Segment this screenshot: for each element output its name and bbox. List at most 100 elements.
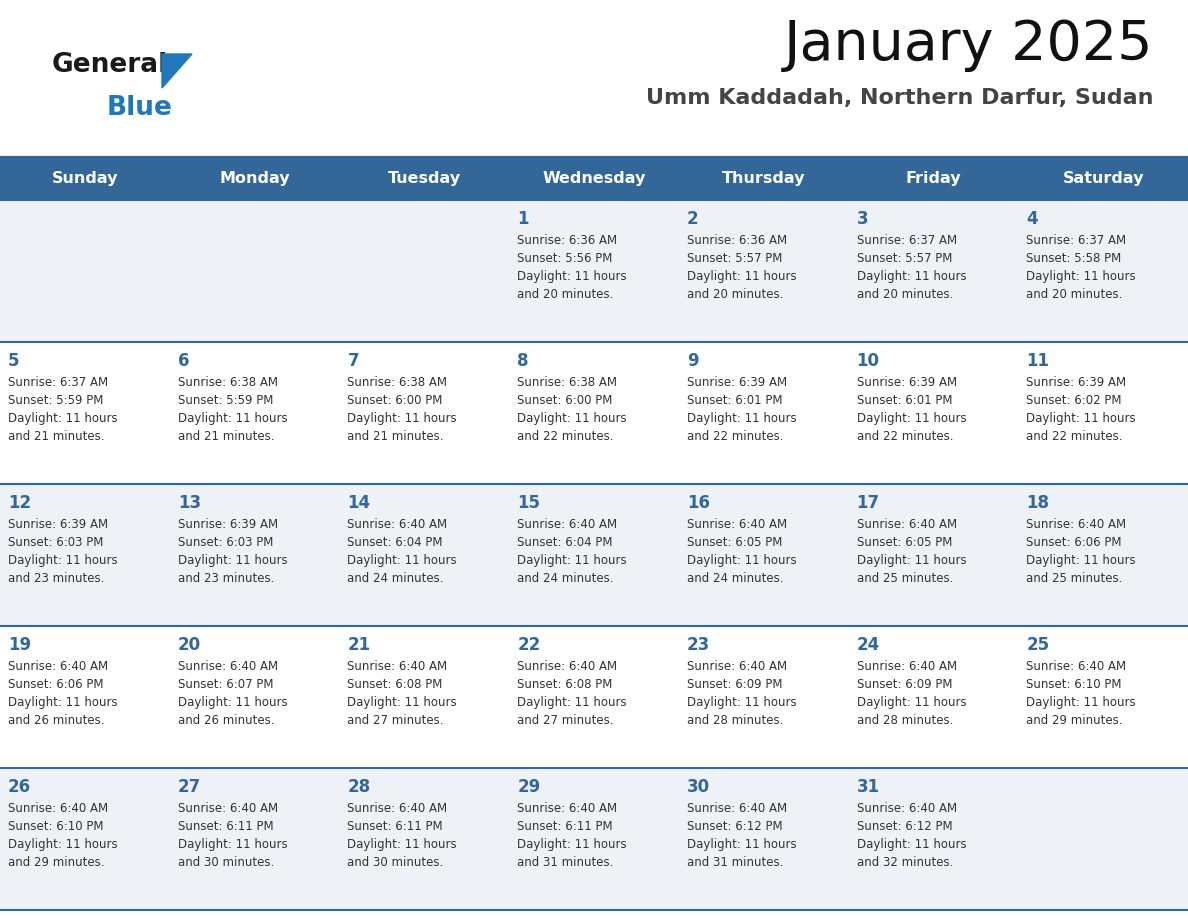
Text: and 21 minutes.: and 21 minutes. (347, 430, 444, 443)
Text: 7: 7 (347, 352, 359, 370)
Text: Daylight: 11 hours: Daylight: 11 hours (857, 554, 966, 567)
Text: Daylight: 11 hours: Daylight: 11 hours (178, 838, 287, 851)
Text: January 2025: January 2025 (784, 18, 1154, 72)
Text: Sunset: 6:11 PM: Sunset: 6:11 PM (517, 820, 613, 833)
Text: General: General (52, 52, 169, 78)
Bar (0, 342, 170, 484)
Bar (848, 342, 1018, 484)
Text: 15: 15 (517, 494, 541, 512)
Text: Sunset: 6:08 PM: Sunset: 6:08 PM (347, 678, 443, 691)
Text: Blue: Blue (107, 95, 173, 121)
Bar (170, 342, 340, 484)
Text: 3: 3 (857, 210, 868, 228)
Text: Sunrise: 6:39 AM: Sunrise: 6:39 AM (8, 518, 108, 531)
Text: Daylight: 11 hours: Daylight: 11 hours (517, 270, 627, 283)
Text: 16: 16 (687, 494, 710, 512)
Text: Daylight: 11 hours: Daylight: 11 hours (517, 412, 627, 425)
Text: 1: 1 (517, 210, 529, 228)
Text: and 22 minutes.: and 22 minutes. (517, 430, 614, 443)
Text: Daylight: 11 hours: Daylight: 11 hours (687, 412, 796, 425)
Text: Daylight: 11 hours: Daylight: 11 hours (8, 412, 118, 425)
Bar (678, 484, 848, 626)
Text: Sunset: 6:00 PM: Sunset: 6:00 PM (517, 394, 613, 407)
Polygon shape (162, 54, 192, 88)
Bar (340, 626, 510, 768)
Bar (1018, 484, 1188, 626)
Text: Sunrise: 6:38 AM: Sunrise: 6:38 AM (517, 376, 617, 389)
Bar (848, 768, 1018, 910)
Text: and 20 minutes.: and 20 minutes. (687, 288, 783, 301)
Text: Monday: Monday (220, 172, 290, 186)
Text: Daylight: 11 hours: Daylight: 11 hours (1026, 554, 1136, 567)
Bar (510, 484, 678, 626)
Text: Sunset: 6:00 PM: Sunset: 6:00 PM (347, 394, 443, 407)
Text: Sunset: 5:59 PM: Sunset: 5:59 PM (178, 394, 273, 407)
Bar (848, 484, 1018, 626)
Text: 13: 13 (178, 494, 201, 512)
Text: Sunrise: 6:40 AM: Sunrise: 6:40 AM (178, 802, 278, 815)
Text: and 21 minutes.: and 21 minutes. (178, 430, 274, 443)
Text: Sunrise: 6:37 AM: Sunrise: 6:37 AM (857, 234, 956, 247)
Text: Sunset: 5:57 PM: Sunset: 5:57 PM (857, 252, 952, 265)
Text: and 25 minutes.: and 25 minutes. (857, 572, 953, 585)
Bar (0, 484, 170, 626)
Text: and 32 minutes.: and 32 minutes. (857, 856, 953, 869)
Bar (340, 158, 510, 200)
Text: Daylight: 11 hours: Daylight: 11 hours (857, 270, 966, 283)
Text: Sunrise: 6:40 AM: Sunrise: 6:40 AM (8, 802, 108, 815)
Text: Sunrise: 6:38 AM: Sunrise: 6:38 AM (178, 376, 278, 389)
Text: Sunrise: 6:39 AM: Sunrise: 6:39 AM (687, 376, 786, 389)
Text: and 23 minutes.: and 23 minutes. (178, 572, 274, 585)
Text: Sunrise: 6:40 AM: Sunrise: 6:40 AM (687, 660, 786, 673)
Bar (170, 768, 340, 910)
Text: 2: 2 (687, 210, 699, 228)
Text: Sunset: 6:02 PM: Sunset: 6:02 PM (1026, 394, 1121, 407)
Text: Sunrise: 6:36 AM: Sunrise: 6:36 AM (517, 234, 618, 247)
Text: 31: 31 (857, 778, 879, 796)
Text: Sunset: 5:58 PM: Sunset: 5:58 PM (1026, 252, 1121, 265)
Text: and 28 minutes.: and 28 minutes. (857, 714, 953, 727)
Bar (1018, 200, 1188, 342)
Text: Sunrise: 6:40 AM: Sunrise: 6:40 AM (857, 802, 956, 815)
Text: Daylight: 11 hours: Daylight: 11 hours (687, 270, 796, 283)
Bar (170, 158, 340, 200)
Text: Daylight: 11 hours: Daylight: 11 hours (8, 554, 118, 567)
Text: and 22 minutes.: and 22 minutes. (687, 430, 783, 443)
Text: and 31 minutes.: and 31 minutes. (517, 856, 613, 869)
Bar (0, 200, 170, 342)
Text: Sunset: 5:57 PM: Sunset: 5:57 PM (687, 252, 782, 265)
Bar (510, 200, 678, 342)
Bar (678, 200, 848, 342)
Text: and 29 minutes.: and 29 minutes. (1026, 714, 1123, 727)
Text: 18: 18 (1026, 494, 1049, 512)
Bar (510, 768, 678, 910)
Text: Daylight: 11 hours: Daylight: 11 hours (347, 696, 457, 709)
Text: Sunset: 6:09 PM: Sunset: 6:09 PM (857, 678, 952, 691)
Text: Sunset: 5:56 PM: Sunset: 5:56 PM (517, 252, 613, 265)
Text: Sunset: 6:12 PM: Sunset: 6:12 PM (687, 820, 783, 833)
Text: 6: 6 (178, 352, 189, 370)
Text: Sunrise: 6:40 AM: Sunrise: 6:40 AM (1026, 518, 1126, 531)
Text: and 25 minutes.: and 25 minutes. (1026, 572, 1123, 585)
Text: and 23 minutes.: and 23 minutes. (8, 572, 105, 585)
Text: 28: 28 (347, 778, 371, 796)
Bar (848, 626, 1018, 768)
Text: Saturday: Saturday (1062, 172, 1144, 186)
Text: Daylight: 11 hours: Daylight: 11 hours (517, 838, 627, 851)
Bar (510, 626, 678, 768)
Text: and 22 minutes.: and 22 minutes. (857, 430, 953, 443)
Text: Daylight: 11 hours: Daylight: 11 hours (1026, 412, 1136, 425)
Text: Sunset: 6:06 PM: Sunset: 6:06 PM (8, 678, 103, 691)
Text: Sunset: 6:09 PM: Sunset: 6:09 PM (687, 678, 783, 691)
Bar (678, 626, 848, 768)
Text: Sunset: 6:11 PM: Sunset: 6:11 PM (178, 820, 273, 833)
Text: 4: 4 (1026, 210, 1038, 228)
Text: Sunrise: 6:39 AM: Sunrise: 6:39 AM (1026, 376, 1126, 389)
Bar (0, 158, 170, 200)
Text: Sunrise: 6:40 AM: Sunrise: 6:40 AM (857, 518, 956, 531)
Text: Sunrise: 6:40 AM: Sunrise: 6:40 AM (517, 518, 618, 531)
Bar (170, 626, 340, 768)
Text: Sunrise: 6:40 AM: Sunrise: 6:40 AM (8, 660, 108, 673)
Text: and 26 minutes.: and 26 minutes. (178, 714, 274, 727)
Text: and 30 minutes.: and 30 minutes. (178, 856, 274, 869)
